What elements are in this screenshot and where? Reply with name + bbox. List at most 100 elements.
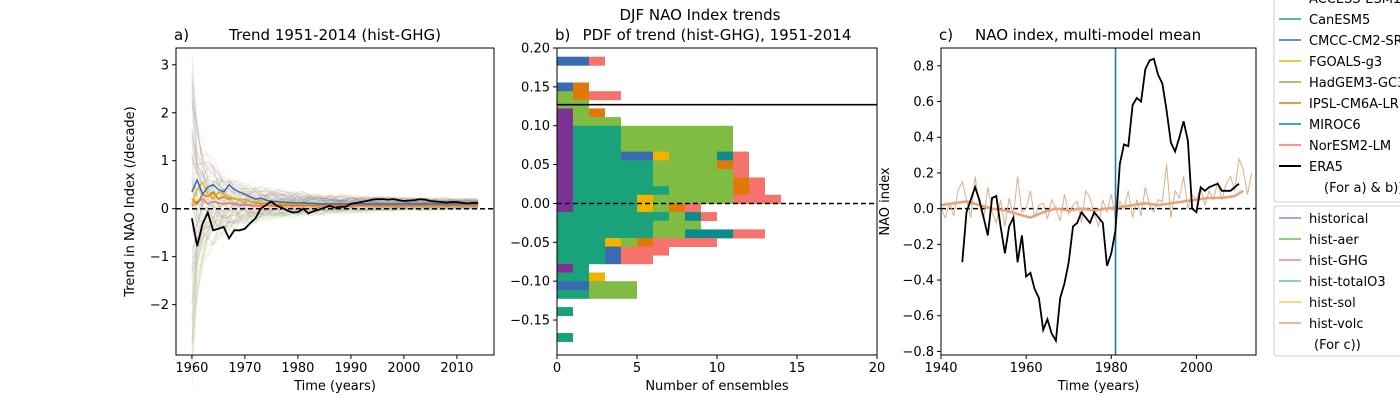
panel-b-title: PDF of trend (hist-GHG), 1951-2014 (583, 26, 852, 44)
histogram-bar-access-esm1-5 (557, 143, 573, 152)
panel-a-x-tick-label: 1980 (281, 361, 314, 376)
legend-label: HadGEM3-GC31-LL (1309, 76, 1400, 91)
panel-c-y-tick-label: 0.4 (913, 131, 934, 146)
panel-a-x-tick-label: 1970 (228, 361, 261, 376)
histogram-bar-miroc6 (685, 229, 733, 239)
histogram-bar-hadgem3-gc31-ll (573, 117, 621, 127)
histogram-bar-canesm5 (557, 333, 573, 342)
ensemble-spread-line (191, 134, 479, 203)
ensemble-spread-line (191, 81, 479, 203)
ensemble-spread-line (191, 100, 479, 202)
histogram-bar-access-esm1-5 (557, 160, 573, 170)
histogram-bar-canesm5 (557, 307, 573, 317)
panel-c-y-tick-label: −0.8 (902, 345, 934, 360)
histogram-bar-hadgem3-gc31-ll (589, 281, 637, 291)
histogram-bar-ipsl-cm6a-lr (573, 82, 589, 92)
ensemble-spread-line (191, 205, 479, 343)
panel-b-y-tick-label: 0.10 (521, 119, 550, 134)
histogram-bar-ipsl-cm6a-lr (589, 108, 605, 118)
series-line-era5 (961, 57, 1240, 344)
panel-c-title: NAO index, multi-model mean (975, 26, 1201, 44)
histogram-bar-noresm2-lm (733, 151, 749, 161)
histogram-bar-noresm2-lm (685, 203, 701, 213)
panel-c-x-axis-label: Time (years) (1057, 379, 1140, 394)
histogram-bar-access-esm1-5 (557, 168, 573, 178)
panel-a-y-tick-label: 1 (161, 154, 169, 169)
panel-b-y-tick-label: 0.20 (521, 42, 550, 57)
ensemble-spread-line (191, 74, 479, 202)
histogram-bar-noresm2-lm (733, 160, 749, 170)
ensemble-spread-line (191, 204, 479, 283)
panel-b-y-tick-label: −0.05 (510, 236, 550, 251)
ensemble-spread-line (191, 205, 479, 305)
histogram-bar-ipsl-cm6a-lr (733, 186, 749, 196)
panel-a-panel-label: a) (174, 26, 189, 44)
series-line-cmcc-cm2-sr5 (191, 177, 479, 205)
histogram-bar-hadgem3-gc31-ll (653, 168, 733, 178)
legend-label: ERA5 (1309, 160, 1343, 175)
histogram-bar-access-esm1-5 (557, 186, 573, 196)
legend-label: CanESM5 (1309, 13, 1370, 28)
panel-c-x-tick-label: 1980 (1095, 361, 1128, 376)
panel-a-x-tick-label: 2010 (440, 361, 473, 376)
histogram-bar-noresm2-lm (749, 186, 765, 196)
histogram-bar-noresm2-lm (733, 229, 765, 239)
histogram-bar-hadgem3-gc31-ll (621, 143, 733, 152)
panel-b-y-tick-label: 0.05 (521, 158, 550, 173)
panel-c-y-tick-label: −0.4 (902, 274, 934, 289)
series-line-hist-volc-smoothed (940, 189, 1244, 219)
histogram-bar-hadgem3-gc31-ll (653, 203, 669, 213)
ensemble-spread-line (191, 177, 479, 206)
histogram-bar-access-esm1-5 (557, 203, 573, 213)
histogram-bar-access-esm1-5 (557, 117, 573, 127)
legend-label: NorESM2-LM (1309, 139, 1391, 154)
histogram-bar-access-esm1-5 (557, 108, 573, 118)
panel-c-x-tick-label: 2000 (1180, 361, 1213, 376)
panel-b-x-tick-label: 0 (553, 361, 561, 376)
histogram-bar-canesm5 (557, 246, 605, 256)
histogram-bar-canesm5 (557, 289, 589, 299)
histogram-bar-canesm5 (573, 160, 653, 170)
legend-label: hist-totalO3 (1309, 275, 1386, 290)
histogram-bar-canesm5 (557, 238, 605, 247)
ensemble-spread-line (191, 207, 479, 350)
legend-label: IPSL-CM6A-LR (1309, 97, 1399, 112)
histogram-bar-access-esm1-5 (557, 151, 573, 161)
panel-a-title: Trend 1951-2014 (hist-GHG) (228, 26, 441, 44)
histogram-bar-cmcc-cm2-sr5 (621, 151, 653, 161)
histogram-bar-access-esm1-5 (557, 263, 573, 273)
ensemble-spread-line (191, 205, 479, 346)
panel-c-x-tick-label: 1940 (924, 361, 957, 376)
histogram-bar-ipsl-cm6a-lr (733, 177, 749, 187)
legend-label: hist-aer (1309, 233, 1359, 248)
histogram-bar-hadgem3-gc31-ll (669, 186, 733, 196)
panel-b-x-tick-label: 10 (709, 361, 726, 376)
panel-c-nao-index-chart: 1940 1960 1980 2000 0.8 0.6 0.4 0.2 0.0 −0.2 −0.4 −… (878, 26, 1257, 394)
panel-b-pdf-chart: 0 5 10 15 20 0.20 0.15 0.10 0.05 0.00 −0.05 −0.10 −0… (510, 26, 885, 394)
histogram-bar-noresm2-lm (621, 246, 669, 256)
histogram-bar-noresm2-lm (621, 255, 653, 265)
histogram-bar-noresm2-lm (589, 91, 621, 101)
ensemble-spread-line (191, 158, 479, 204)
ensemble-spread-line (191, 207, 479, 321)
histogram-bar-hadgem3-gc31-ll (653, 220, 701, 230)
ensemble-spread-line (191, 207, 479, 382)
panel-a-y-tick-label: −2 (150, 298, 169, 313)
histogram-bar-canesm5 (573, 194, 637, 204)
panel-a-x-tick-label: 2000 (387, 361, 420, 376)
histogram-bar-canesm5 (573, 134, 621, 144)
panel-a-y-tick-label: 2 (161, 106, 169, 121)
legend-label: ACCESS-ESM1-5 (1309, 0, 1400, 7)
ensemble-spread-line (191, 205, 479, 275)
ensemble-spread-line (191, 207, 479, 391)
histogram-bar-ipsl-cm6a-lr (637, 238, 653, 247)
panel-c-y-tick-label: 0.0 (913, 202, 934, 217)
panel-b-panel-label: b) (555, 26, 570, 44)
legend-label: MIROC6 (1309, 118, 1361, 133)
ensemble-spread-line (191, 105, 479, 201)
histogram-bar-noresm2-lm (653, 238, 717, 247)
panel-c-plot-frame (940, 47, 1257, 356)
ensemble-spread-line (191, 207, 479, 344)
histogram-bar-canesm5 (573, 168, 653, 178)
